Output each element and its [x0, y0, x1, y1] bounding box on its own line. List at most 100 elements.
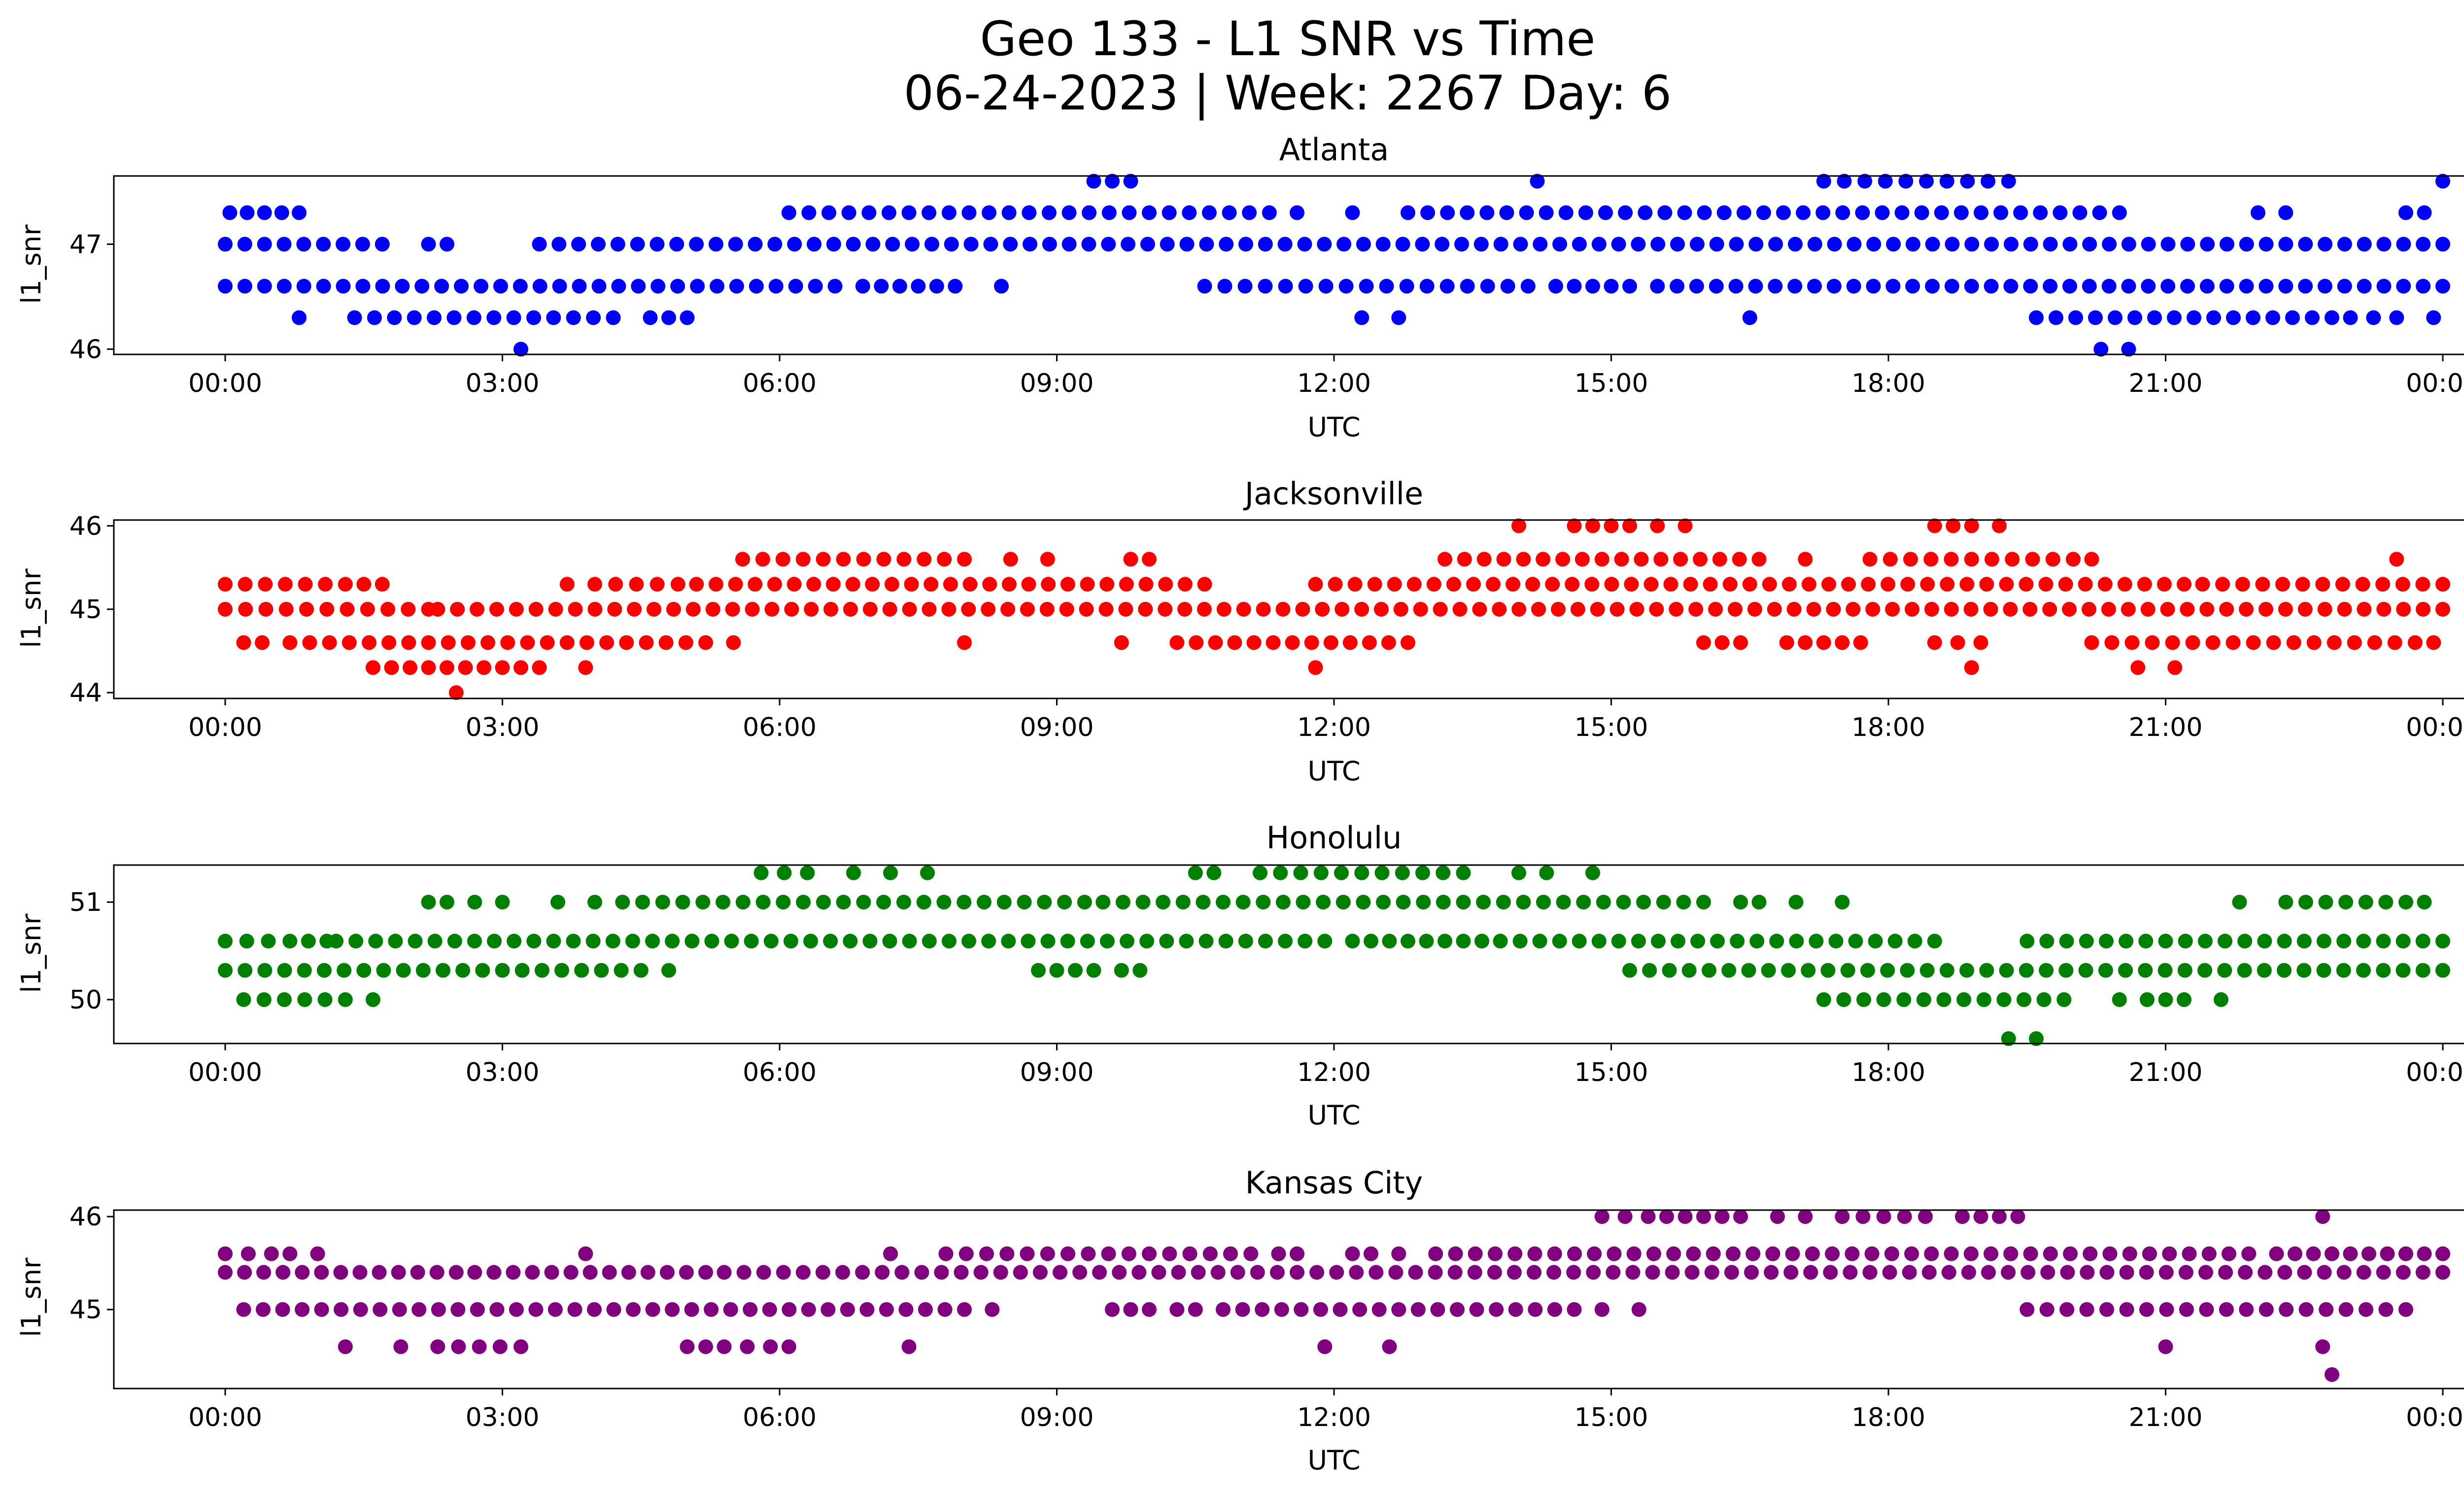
data-point [218, 237, 233, 252]
data-point [1827, 237, 1842, 252]
data-point [2022, 602, 2038, 617]
data-point [675, 895, 690, 910]
x-tick-label: 00:00 [188, 713, 262, 742]
data-point [1835, 1209, 1850, 1224]
data-point [2336, 1265, 2352, 1280]
data-point [594, 963, 609, 978]
data-point [1594, 552, 1609, 567]
data-point [1884, 1246, 1899, 1261]
data-point [1416, 895, 1431, 910]
data-point [2315, 577, 2330, 592]
data-point [1098, 602, 1114, 617]
data-point [534, 963, 549, 978]
x-axis-label: UTC [1307, 1445, 1360, 1476]
data-point [2101, 278, 2117, 294]
data-point [526, 310, 541, 325]
data-point [1816, 174, 1831, 189]
data-point [2160, 278, 2176, 294]
data-point [2179, 1302, 2194, 1317]
data-point [1624, 577, 1639, 592]
data-point [2099, 1302, 2115, 1317]
data-point [466, 310, 481, 325]
data-point [611, 278, 626, 294]
data-point [2259, 1302, 2274, 1317]
data-point [1381, 635, 1396, 650]
data-point [1446, 577, 1461, 592]
data-point [840, 1302, 855, 1317]
data-point [2119, 1265, 2134, 1280]
data-point [610, 237, 625, 252]
data-point [2298, 237, 2313, 252]
data-point [1182, 205, 1197, 220]
data-point [1456, 895, 1471, 910]
data-point [571, 237, 586, 252]
data-point [376, 963, 391, 978]
data-point [218, 934, 233, 949]
data-point [2259, 237, 2274, 252]
data-point [1099, 934, 1115, 949]
data-point [883, 865, 898, 880]
data-point [803, 934, 818, 949]
data-point [1197, 577, 1212, 592]
data-point [1516, 552, 1531, 567]
data-point [2121, 602, 2136, 617]
data-point [1258, 278, 1273, 294]
data-point [599, 635, 615, 650]
data-point [2266, 635, 2281, 650]
data-point [1507, 1246, 1523, 1261]
data-point [1670, 237, 1685, 252]
data-point [427, 310, 442, 325]
data-point [2178, 934, 2193, 949]
data-point [2376, 934, 2391, 949]
data-point [1001, 205, 1017, 220]
data-point [2398, 895, 2413, 910]
data-point [257, 237, 272, 252]
data-point [1177, 577, 1193, 592]
data-point [902, 934, 917, 949]
data-point [2040, 1265, 2055, 1280]
data-point [1649, 602, 1664, 617]
data-point [1235, 895, 1251, 910]
data-point [982, 577, 997, 592]
data-point [1616, 895, 1631, 910]
data-point [1469, 1302, 1484, 1317]
data-point [1953, 205, 1969, 220]
data-point [1686, 1246, 1701, 1261]
data-point [277, 963, 292, 978]
data-point [546, 310, 561, 325]
data-point [237, 237, 252, 252]
data-point [495, 660, 510, 675]
data-point [1406, 577, 1422, 592]
data-point [2137, 577, 2152, 592]
data-point [2316, 934, 2331, 949]
data-point [238, 602, 253, 617]
data-point [1401, 635, 1415, 650]
data-point [1862, 1265, 1878, 1280]
data-point [1410, 1302, 1426, 1317]
data-point [430, 602, 445, 617]
data-point [1158, 602, 1173, 617]
data-point [275, 1302, 290, 1317]
data-point [2357, 602, 2372, 617]
data-point [292, 310, 307, 325]
data-point [2358, 895, 2373, 910]
x-axis-label: UTC [1307, 412, 1360, 443]
data-point [862, 602, 878, 617]
data-point [954, 1265, 969, 1280]
data-point [292, 205, 307, 220]
data-point [2298, 1302, 2314, 1317]
data-point [1142, 1246, 1157, 1261]
data-point [572, 278, 587, 294]
data-point [708, 237, 723, 252]
y-axis-label: l1_snr [16, 1257, 47, 1337]
data-point [606, 310, 621, 325]
data-point [1527, 1265, 1541, 1280]
data-point [1653, 552, 1669, 567]
data-point [467, 895, 482, 910]
data-point [2049, 310, 2063, 325]
data-point [753, 865, 769, 880]
data-point [2140, 602, 2156, 617]
data-point [2343, 310, 2358, 325]
data-point [1650, 237, 1666, 252]
data-point [1862, 552, 1878, 567]
